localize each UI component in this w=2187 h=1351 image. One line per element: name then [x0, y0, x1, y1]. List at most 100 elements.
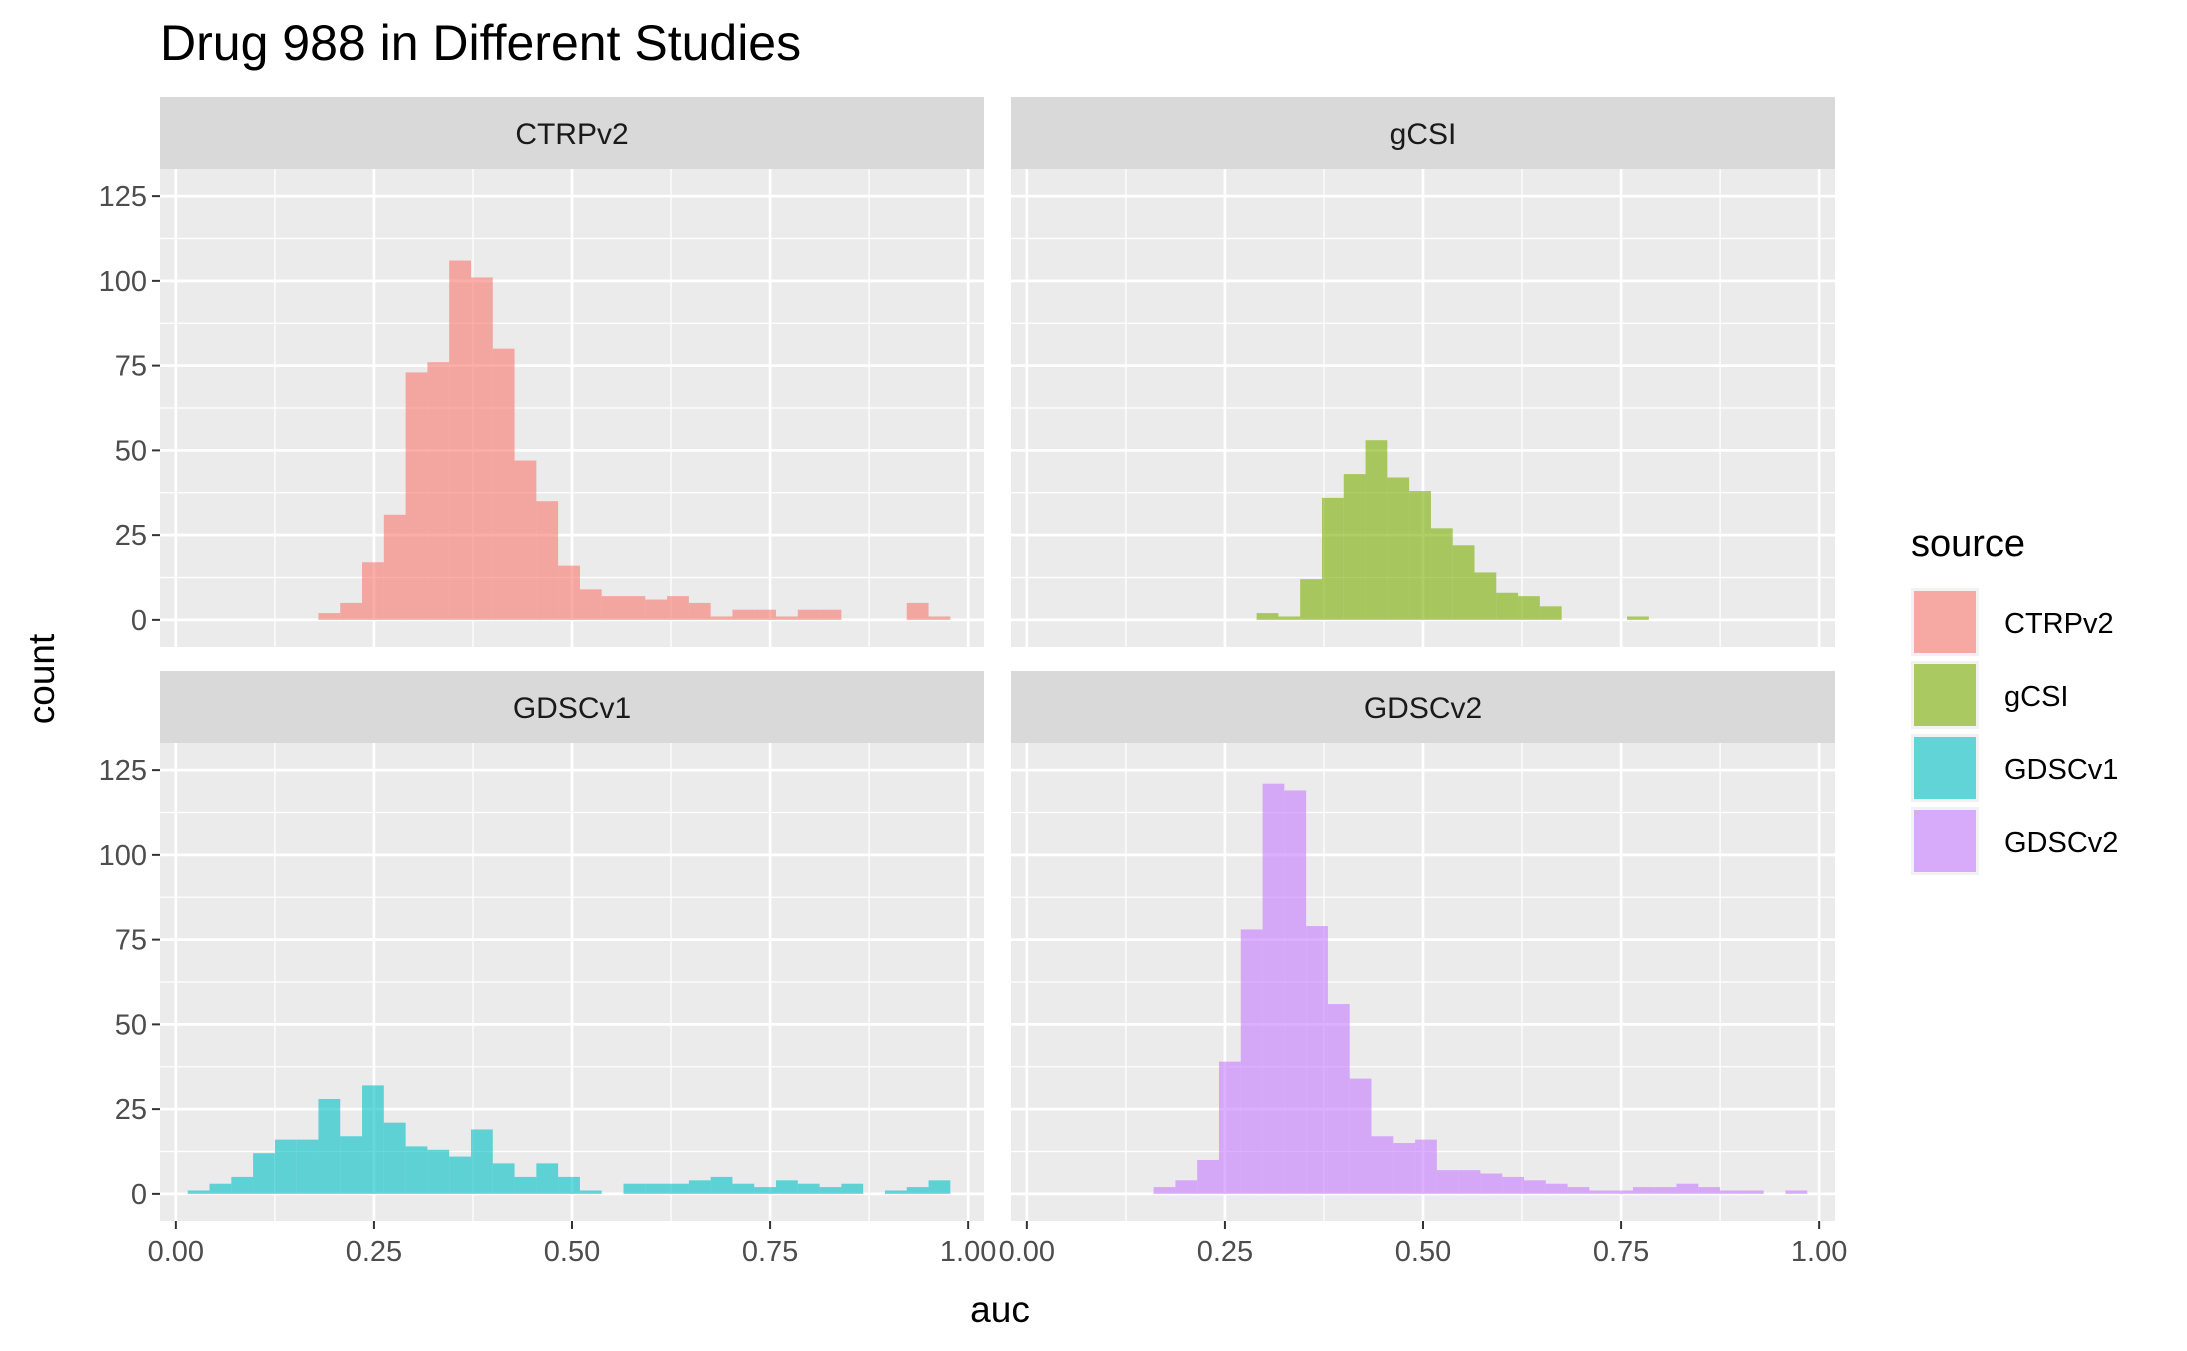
- histogram-bar: [362, 562, 384, 620]
- histogram-bar: [1632, 1187, 1655, 1194]
- facet-strip-label: GDSCv1: [513, 692, 631, 725]
- y-tick-label: 25: [115, 1094, 147, 1126]
- histogram-bar: [1278, 616, 1301, 620]
- y-tick-label: 100: [99, 266, 147, 298]
- y-tick-label: 50: [115, 1009, 147, 1041]
- histogram-bar: [1720, 1190, 1742, 1194]
- histogram-bar: [514, 1176, 537, 1194]
- histogram-bar: [667, 596, 689, 620]
- x-tick-label: 1.00: [1791, 1236, 1847, 1268]
- histogram-bar: [1300, 579, 1322, 620]
- histogram-bar: [340, 1136, 363, 1194]
- histogram-bar: [928, 616, 951, 620]
- histogram-bar: [362, 1085, 384, 1194]
- y-tick-label: 0: [131, 1179, 147, 1211]
- y-tick-label: 0: [131, 605, 147, 637]
- histogram-bar: [776, 616, 798, 620]
- histogram-bar: [710, 1176, 733, 1194]
- histogram-bar: [253, 1153, 275, 1194]
- histogram-bar: [841, 1183, 864, 1194]
- histogram-bar: [776, 1180, 798, 1194]
- histogram-bar: [797, 1183, 820, 1194]
- histogram-bar: [667, 1183, 689, 1194]
- histogram-bar: [536, 1163, 559, 1194]
- histogram-bar: [1240, 929, 1263, 1194]
- histogram-bar: [296, 1139, 319, 1194]
- x-tick-label: 1.00: [940, 1236, 996, 1268]
- histogram-bar: [1430, 528, 1453, 620]
- histogram-bar: [470, 1129, 493, 1194]
- histogram-bar: [1611, 1190, 1633, 1194]
- histogram-bar: [1676, 1183, 1699, 1194]
- legend-label: gCSI: [2004, 681, 2068, 713]
- histogram-bar: [558, 565, 580, 620]
- x-tick-label: 0.50: [544, 1236, 600, 1268]
- histogram-bar: [1502, 1176, 1525, 1194]
- legend-items: CTRPv2 gCSI GDSCv1 GDSCv2: [1911, 588, 2118, 875]
- histogram-bar: [601, 596, 624, 620]
- histogram-bar: [405, 1146, 428, 1194]
- histogram-bar: [623, 1183, 646, 1194]
- histogram-bar: [1524, 1180, 1546, 1194]
- histogram-bar: [1365, 440, 1388, 620]
- histogram-bar: [449, 260, 471, 620]
- legend-key-swatch: [1914, 591, 1976, 653]
- legend-label: CTRPv2: [2004, 608, 2114, 640]
- x-tick-label: 0.00: [148, 1236, 204, 1268]
- y-tick-label: 75: [115, 925, 147, 957]
- y-tick-label: 100: [99, 840, 147, 872]
- histogram-bar: [797, 609, 820, 620]
- histogram-bar: [1785, 1190, 1808, 1194]
- facet-panel-gdscv2: GDSCv2 0.00 0.25 0.50 0.75 1.00: [999, 671, 1847, 1268]
- histogram-bar: [1343, 474, 1366, 620]
- legend-key-swatch: [1914, 664, 1976, 726]
- histogram-bar: [383, 514, 406, 620]
- facet-strip: [160, 97, 984, 169]
- histogram-bar: [449, 1156, 471, 1194]
- histogram-bar: [906, 602, 929, 620]
- facet-panel-gdscv1: GDSCv1 0 25 50 75 100 125 0.00 0.25 0.50 0.75 1.00: [99, 671, 996, 1268]
- histogram-bar: [819, 1187, 842, 1194]
- histogram-bar: [732, 1183, 755, 1194]
- chart-title: Drug 988 in Different Studies: [160, 15, 801, 71]
- histogram-bar: [1518, 596, 1540, 620]
- histogram-bar: [1197, 1159, 1219, 1194]
- y-tick-label: 125: [99, 755, 147, 787]
- histogram-bar: [1393, 1143, 1416, 1194]
- legend: source CTRPv2 gCSI GDSCv1 GDSCv2: [1911, 523, 2118, 875]
- histogram-bar: [1741, 1190, 1764, 1194]
- histogram-bar: [906, 1187, 929, 1194]
- histogram-bar: [1436, 1170, 1459, 1194]
- histogram-bar: [645, 1183, 668, 1194]
- histogram-bar: [754, 1187, 777, 1194]
- histogram-bar: [1409, 491, 1431, 620]
- histogram-bar: [688, 602, 711, 620]
- histogram-bar: [1496, 592, 1519, 620]
- x-tick-label: 0.25: [346, 1236, 402, 1268]
- histogram-bar: [579, 589, 602, 620]
- histogram-bar: [1474, 572, 1497, 620]
- histogram-bar: [1321, 497, 1344, 620]
- histogram-bar: [645, 599, 668, 620]
- x-tick-label: 0.75: [742, 1236, 798, 1268]
- histogram-bar: [1627, 616, 1649, 620]
- histogram-bar: [427, 362, 450, 620]
- histogram-bar: [1371, 1136, 1394, 1194]
- histogram-bar: [492, 1163, 515, 1194]
- histogram-bar: [1545, 1183, 1568, 1194]
- facet-panel-ctrpv2: CTRPv2 0 25 50 75 100 125: [99, 97, 984, 647]
- histogram-bar: [427, 1149, 450, 1194]
- histogram-bar: [187, 1190, 210, 1194]
- legend-label: GDSCv2: [2004, 827, 2118, 859]
- histogram-bar: [1458, 1170, 1481, 1194]
- legend-title: source: [1911, 523, 2025, 565]
- histogram-bar: [710, 616, 733, 620]
- facet-strip: [1011, 97, 1835, 169]
- histogram-bar: [274, 1139, 297, 1194]
- histogram-bar: [1218, 1061, 1241, 1194]
- facet-panels: CTRPv2 0 25 50 75 100 125 gCSI GDSCv1 0 25 50 75 100 1…: [99, 97, 1847, 1268]
- x-tick-label: 0.75: [1593, 1236, 1649, 1268]
- legend-key-swatch: [1914, 737, 1976, 799]
- histogram-bar: [558, 1176, 580, 1194]
- histogram-bar: [383, 1122, 406, 1194]
